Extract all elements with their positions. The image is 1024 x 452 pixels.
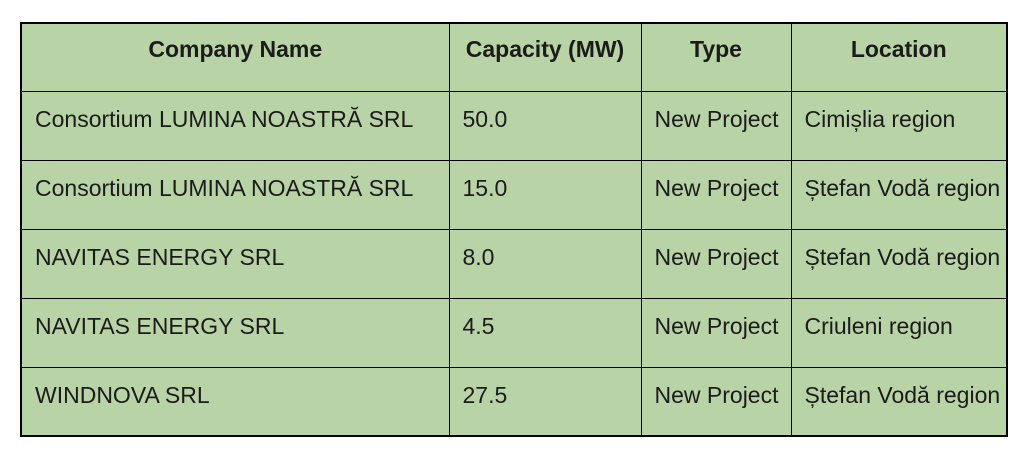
cell-capacity: 8.0: [448, 228, 642, 299]
cell-location: Criuleni region: [790, 297, 1008, 368]
cell-location: Ștefan Vodă region: [790, 159, 1008, 230]
column-header-location: Location: [790, 22, 1008, 92]
column-header-capacity-mw: Capacity (MW): [448, 22, 642, 92]
cell-company: Consortium LUMINA NOASTRĂ SRL: [20, 90, 450, 161]
cell-capacity: 27.5: [448, 366, 642, 437]
capacity-projects-table: Company Name Capacity (MW) Type Location…: [20, 22, 1008, 437]
cell-type: New Project: [640, 159, 792, 230]
table-row: Consortium LUMINA NOASTRĂ SRL 15.0 New Pro…: [20, 159, 1008, 230]
cell-company: NAVITAS ENERGY SRL: [20, 297, 450, 368]
cell-capacity: 15.0: [448, 159, 642, 230]
column-header-type: Type: [640, 22, 792, 92]
cell-location: Ștefan Vodă region: [790, 228, 1008, 299]
table-row: NAVITAS ENERGY SRL 8.0 New Project Ștefan V…: [20, 228, 1008, 299]
cell-location: Cimișlia region: [790, 90, 1008, 161]
cell-location: Ștefan Vodă region: [790, 366, 1008, 437]
column-header-company-name: Company Name: [20, 22, 450, 92]
table-row: NAVITAS ENERGY SRL 4.5 New Project Criuleni…: [20, 297, 1008, 368]
cell-type: New Project: [640, 297, 792, 368]
header-row: Company Name Capacity (MW) Type Location: [20, 22, 1008, 92]
cell-capacity: 4.5: [448, 297, 642, 368]
cell-type: New Project: [640, 90, 792, 161]
cell-type: New Project: [640, 228, 792, 299]
cell-capacity: 50.0: [448, 90, 642, 161]
cell-company: Consortium LUMINA NOASTRĂ SRL: [20, 159, 450, 230]
table-row: Consortium LUMINA NOASTRĂ SRL 50.0 New Pro…: [20, 90, 1008, 161]
table-row: WINDNOVA SRL 27.5 New Project Ștefan Vodă r…: [20, 366, 1008, 437]
cell-company: WINDNOVA SRL: [20, 366, 450, 437]
cell-type: New Project: [640, 366, 792, 437]
cell-company: NAVITAS ENERGY SRL: [20, 228, 450, 299]
